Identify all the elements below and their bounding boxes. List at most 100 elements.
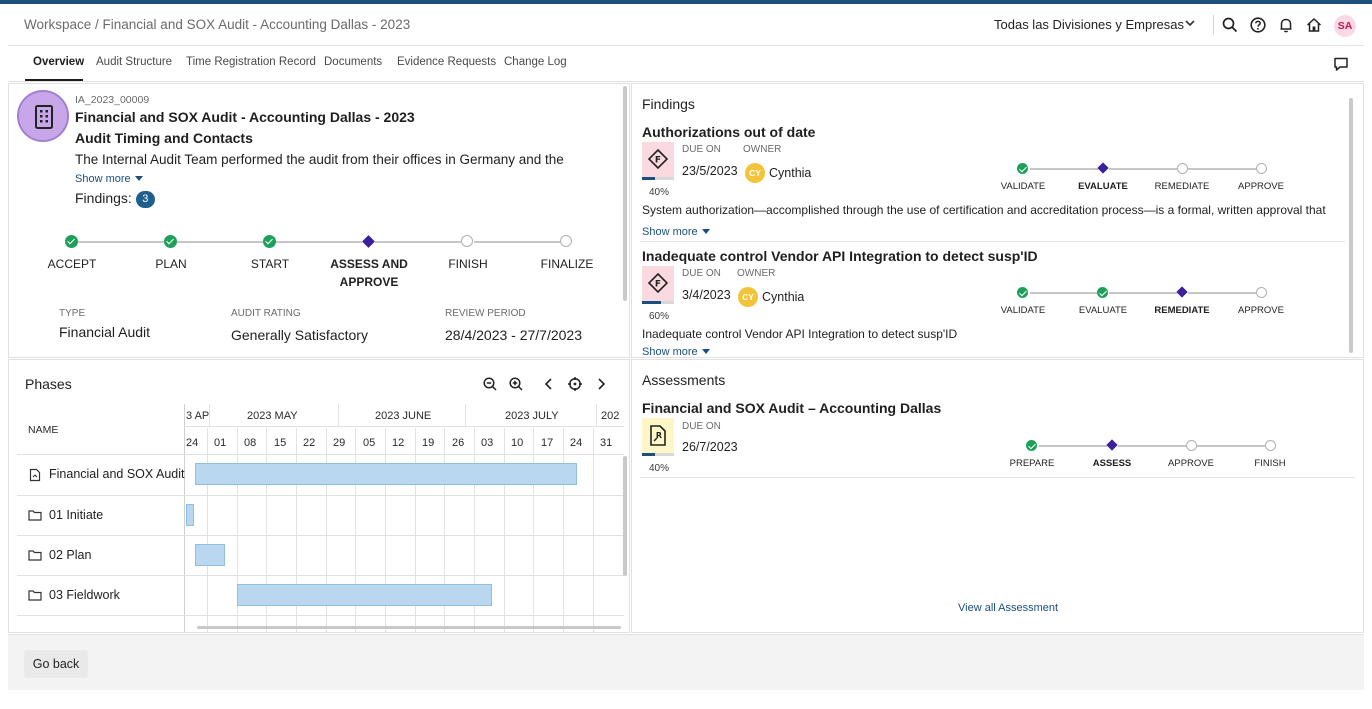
finding-progress-track bbox=[642, 177, 674, 180]
chevron-right-icon[interactable] bbox=[593, 376, 609, 392]
name-column-header: NAME bbox=[28, 424, 59, 436]
crosshair-icon[interactable] bbox=[567, 376, 583, 392]
stepper-connector bbox=[375, 241, 461, 243]
tab-time-registration-record[interactable]: Time Registration Record bbox=[186, 56, 316, 68]
step-label-prepare: PREPARE bbox=[1009, 458, 1055, 469]
phases-vertical-scrollbar[interactable] bbox=[623, 456, 627, 576]
tab-documents[interactable]: Documents bbox=[324, 56, 383, 68]
chevron-down-icon[interactable] bbox=[1183, 16, 1197, 30]
finding-diamond-icon: F bbox=[647, 272, 669, 294]
gantt-bar[interactable] bbox=[237, 584, 492, 606]
step-label-assess-and-approve: ASSESS AND APPROVE bbox=[330, 257, 408, 289]
row-divider bbox=[17, 575, 624, 576]
gantt-bar[interactable] bbox=[186, 504, 194, 526]
tab-bar: Overview Audit Structure Time Registrati… bbox=[8, 46, 1364, 82]
step-prepare-done-icon bbox=[1026, 440, 1037, 451]
tab-evidence-requests[interactable]: Evidence Requests bbox=[397, 56, 497, 68]
finding-title[interactable]: Inadequate control Vendor API Integratio… bbox=[642, 248, 1038, 264]
month-header: 2023 JULY bbox=[505, 410, 559, 422]
step-remediate-current-icon bbox=[1176, 286, 1188, 298]
bell-icon[interactable] bbox=[1277, 16, 1295, 34]
phase-name[interactable]: Financial and SOX Audit bbox=[49, 467, 185, 481]
app-header: Workspace / Financial and SOX Audit - Ac… bbox=[8, 4, 1364, 46]
comment-icon[interactable] bbox=[1332, 55, 1350, 73]
stepper-connector bbox=[78, 241, 164, 243]
due-on-label: DUE ON bbox=[682, 421, 721, 432]
step-label-start: START bbox=[250, 257, 290, 271]
day-header: 26 bbox=[452, 437, 465, 449]
audit-subtitle: Audit Timing and Contacts bbox=[75, 130, 253, 146]
findings-count[interactable]: Findings: 3 bbox=[75, 190, 155, 208]
grid-line bbox=[444, 428, 445, 632]
phases-title: Phases bbox=[25, 376, 72, 392]
step-evaluate-done-icon bbox=[1097, 287, 1108, 298]
owner-name: Cynthia bbox=[762, 290, 805, 304]
grid-line bbox=[533, 428, 534, 632]
day-header: 19 bbox=[422, 437, 435, 449]
review-period-value: 28/4/2023 - 27/7/2023 bbox=[445, 327, 583, 343]
zoom-out-icon[interactable] bbox=[482, 376, 498, 392]
month-divider bbox=[338, 404, 339, 426]
view-all-assessment-link[interactable]: View all Assessment bbox=[958, 602, 1059, 614]
step-label-validate: VALIDATE bbox=[1000, 181, 1046, 192]
zoom-in-icon[interactable] bbox=[508, 376, 524, 392]
tab-change-log[interactable]: Change Log bbox=[504, 56, 567, 68]
audit-doc-icon bbox=[29, 468, 41, 482]
finding-tile: F bbox=[642, 266, 674, 304]
help-icon[interactable] bbox=[1249, 16, 1267, 34]
tab-audit-structure[interactable]: Audit Structure bbox=[96, 56, 173, 68]
stepper-connector bbox=[1039, 445, 1107, 447]
chevron-left-icon[interactable] bbox=[541, 376, 557, 392]
audit-code: IA_2023_00009 bbox=[75, 94, 150, 106]
finding-progress-percent: 60% bbox=[649, 311, 670, 322]
phase-name[interactable]: 02 Plan bbox=[49, 548, 92, 562]
owner-label: OWNER bbox=[743, 144, 782, 155]
grid-line bbox=[296, 428, 297, 632]
day-header: 08 bbox=[244, 437, 257, 449]
step-finish-pending-icon bbox=[461, 235, 473, 247]
search-icon[interactable] bbox=[1221, 16, 1239, 34]
gantt-bar[interactable] bbox=[195, 463, 577, 485]
month-divider bbox=[596, 404, 597, 426]
breadcrumb[interactable]: Workspace / Financial and SOX Audit - Ac… bbox=[24, 17, 411, 32]
step-label-validate: VALIDATE bbox=[1000, 305, 1046, 316]
audit-description: The Internal Audit Team performed the au… bbox=[75, 152, 564, 167]
tab-overview[interactable]: Overview bbox=[33, 56, 85, 68]
findings-panel: Findings Authorizations out of date F 40… bbox=[631, 83, 1364, 358]
stepper-connector bbox=[474, 241, 560, 243]
phases-horizontal-scrollbar[interactable] bbox=[197, 626, 621, 629]
division-select[interactable]: Todas las Divisiones y Empresas bbox=[994, 17, 1185, 32]
step-label-finish: FINISH bbox=[448, 257, 488, 271]
row-divider bbox=[17, 535, 624, 536]
month-divider bbox=[209, 404, 210, 426]
home-icon[interactable] bbox=[1305, 16, 1323, 34]
row-divider bbox=[17, 454, 624, 455]
assessment-tile: R bbox=[642, 418, 674, 456]
audit-title: Financial and SOX Audit - Accounting Dal… bbox=[75, 109, 415, 125]
finding-description: System authorization—accomplished throug… bbox=[642, 203, 1326, 217]
go-back-button[interactable]: Go back bbox=[24, 650, 88, 678]
day-header: 01 bbox=[214, 437, 227, 449]
finding-description: Inadequate control Vendor API Integratio… bbox=[642, 327, 958, 341]
step-approve-pending-icon bbox=[1186, 440, 1197, 451]
show-more-link[interactable]: Show more bbox=[642, 346, 710, 358]
finding-tile: F bbox=[642, 142, 674, 180]
show-more-link[interactable]: Show more bbox=[75, 173, 143, 185]
user-avatar[interactable]: SA bbox=[1334, 15, 1356, 37]
month-divider bbox=[465, 404, 466, 426]
stepper-connector bbox=[276, 241, 362, 243]
show-more-link[interactable]: Show more bbox=[642, 226, 710, 238]
assessment-title[interactable]: Financial and SOX Audit – Accounting Dal… bbox=[642, 400, 942, 416]
findings-scrollbar[interactable] bbox=[1349, 98, 1353, 353]
phase-name[interactable]: 03 Fieldwork bbox=[49, 588, 120, 602]
phase-name[interactable]: 01 Initiate bbox=[49, 508, 104, 522]
step-finish-pending-icon bbox=[1265, 440, 1276, 451]
step-finalize-pending-icon bbox=[560, 235, 572, 247]
finding-due-date: 23/5/2023 bbox=[682, 164, 738, 178]
assessment-doc-icon: R bbox=[650, 425, 666, 446]
finding-title[interactable]: Authorizations out of date bbox=[642, 124, 816, 140]
overview-scrollbar[interactable] bbox=[623, 86, 627, 301]
step-label-finish: FINISH bbox=[1254, 458, 1286, 469]
gantt-bar[interactable] bbox=[195, 544, 225, 566]
day-header: 24 bbox=[186, 437, 199, 449]
